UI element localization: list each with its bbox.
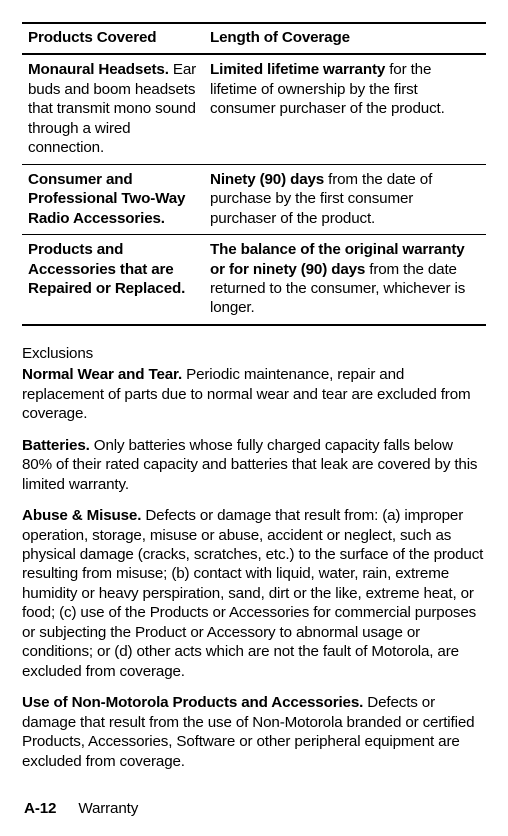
para-bold: Batteries. bbox=[22, 437, 90, 454]
para-rest: Defects or damage that result from: (a) … bbox=[22, 507, 483, 680]
cell-product: Monaural Headsets. Ear buds and boom hea… bbox=[22, 54, 204, 164]
table-row: Products and Accessories that are Repair… bbox=[22, 235, 486, 325]
exclusions-heading: Exclusions bbox=[22, 344, 486, 363]
footer-section: Warranty bbox=[78, 799, 138, 818]
para-bold: Normal Wear and Tear. bbox=[22, 366, 182, 383]
cell-coverage-bold: Ninety (90) days bbox=[210, 171, 324, 188]
cell-product-bold: Monaural Headsets. bbox=[28, 61, 169, 78]
cell-coverage: The balance of the original warranty or … bbox=[204, 235, 486, 325]
table-row: Monaural Headsets. Ear buds and boom hea… bbox=[22, 54, 486, 164]
cell-product-bold: Products and Accessories that are Repair… bbox=[28, 241, 185, 297]
table-header-products: Products Covered bbox=[22, 23, 204, 54]
cell-coverage: Ninety (90) days from the date of purcha… bbox=[204, 164, 486, 234]
page-number: A-12 bbox=[24, 799, 56, 818]
cell-product: Consumer and Professional Two-Way Radio … bbox=[22, 164, 204, 234]
paragraph-abuse-misuse: Abuse & Misuse. Defects or damage that r… bbox=[22, 506, 486, 681]
table-row: Consumer and Professional Two-Way Radio … bbox=[22, 164, 486, 234]
cell-product: Products and Accessories that are Repair… bbox=[22, 235, 204, 325]
cell-product-bold: Consumer and Professional Two-Way Radio … bbox=[28, 171, 185, 227]
table-header-length: Length of Coverage bbox=[204, 23, 486, 54]
paragraph-wear-tear: Normal Wear and Tear. Periodic maintenan… bbox=[22, 365, 486, 423]
cell-coverage-bold: Limited lifetime warranty bbox=[210, 61, 385, 78]
paragraph-batteries: Batteries. Only batteries whose fully ch… bbox=[22, 436, 486, 494]
cell-coverage: Limited lifetime warranty for the lifeti… bbox=[204, 54, 486, 164]
paragraph-non-motorola: Use of Non-Motorola Products and Accesso… bbox=[22, 693, 486, 771]
coverage-table: Products Covered Length of Coverage Mona… bbox=[22, 22, 486, 326]
para-bold: Abuse & Misuse. bbox=[22, 507, 141, 524]
page-footer: A-12 Warranty bbox=[22, 799, 486, 818]
para-bold: Use of Non-Motorola Products and Accesso… bbox=[22, 694, 363, 711]
para-rest: Only batteries whose fully charged capac… bbox=[22, 437, 477, 493]
